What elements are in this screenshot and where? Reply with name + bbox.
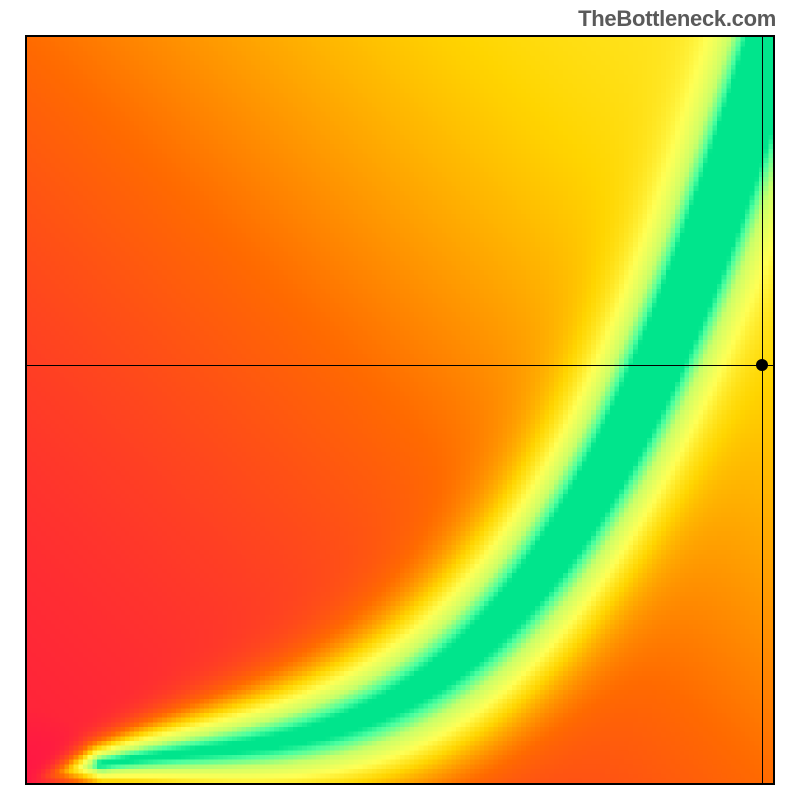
heatmap-canvas bbox=[27, 37, 773, 783]
watermark-text: TheBottleneck.com bbox=[578, 6, 776, 32]
heatmap-plot-area bbox=[25, 35, 775, 785]
